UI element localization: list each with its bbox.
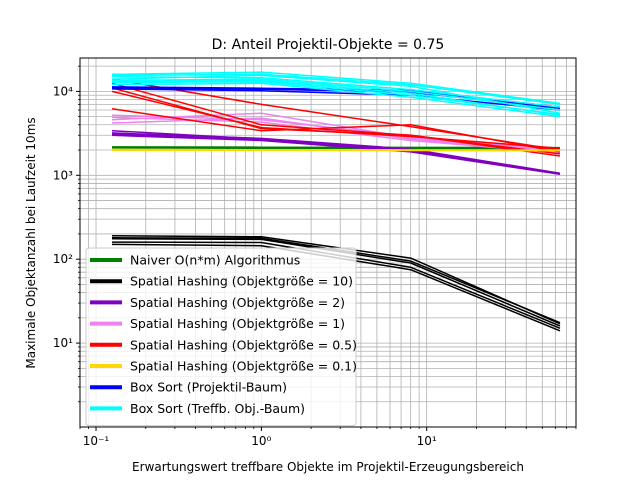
series-line [111, 134, 561, 175]
legend-label: Spatial Hashing (Objektgröße = 2) [130, 295, 345, 310]
x-tick-label: 10¹ [417, 434, 437, 448]
legend-label: Spatial Hashing (Objektgröße = 10) [130, 274, 353, 289]
plot-frame [79, 57, 577, 428]
series-line [111, 74, 561, 114]
series-line [111, 71, 561, 105]
x-tick-label: 10⁰ [251, 434, 271, 448]
y-tick-label: 10⁴ [53, 84, 73, 98]
legend-label: Box Sort (Projektil-Baum) [130, 380, 287, 395]
chart-title: D: Anteil Projektil-Objekte = 0.75 [212, 37, 445, 53]
y-tick-label: 10¹ [53, 336, 73, 350]
series-line [111, 81, 561, 116]
legend-label: Naiver O(n*m) Algorithmus [130, 253, 300, 268]
legend-label: Box Sort (Treffb. Obj.-Baum) [130, 401, 305, 416]
x-tick-label: 10⁻¹ [83, 434, 110, 448]
y-axis-label: Maximale Objektanzahl bei Laufzeit 10ms [24, 117, 38, 368]
legend-label: Spatial Hashing (Objektgröße = 0.5) [130, 337, 357, 352]
legend-box [85, 247, 357, 427]
series-line [111, 78, 561, 111]
y-tick-label: 10² [53, 252, 73, 266]
series-line [111, 78, 561, 151]
series-line [111, 90, 561, 150]
series-line [111, 132, 561, 174]
series-line [111, 73, 561, 106]
y-tick-label: 10³ [53, 168, 73, 182]
series-line [111, 82, 561, 118]
axes: 10⁻¹ 10⁰ 10¹ 10¹ 10² 10³ 10⁴ [53, 65, 577, 448]
legend: Naiver O(n*m) Algorithmus Spatial Hashing… [85, 247, 357, 427]
series-line [111, 88, 561, 111]
series-line [111, 235, 561, 325]
series-line [111, 82, 561, 155]
series-line [111, 146, 561, 150]
legend-label: Spatial Hashing (Objektgröße = 0.1) [130, 359, 357, 374]
legend-label: Spatial Hashing (Objektgröße = 1) [130, 316, 345, 331]
x-axis-label: Erwartungswert treffbare Objekte im Proj… [132, 460, 524, 474]
series-line [111, 149, 561, 152]
